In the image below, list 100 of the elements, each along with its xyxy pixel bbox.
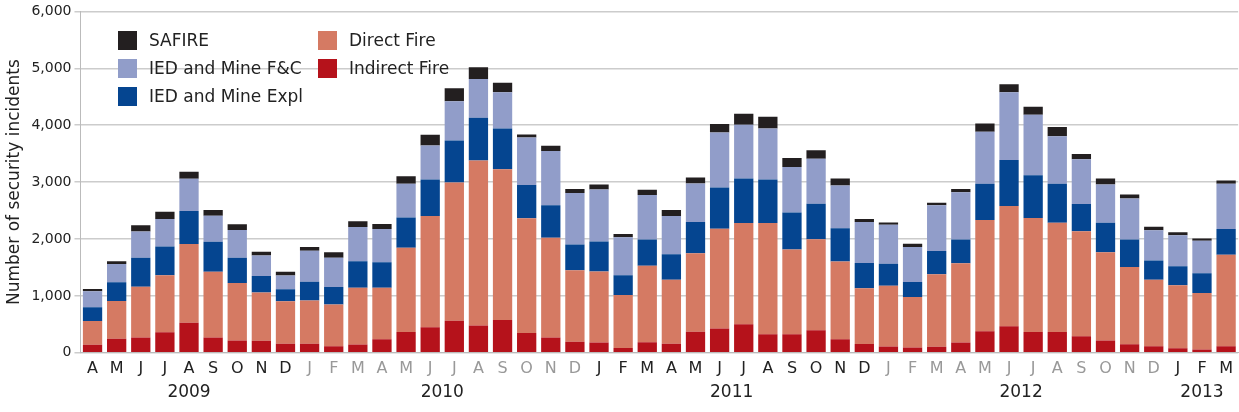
bar (82, 291, 103, 308)
bar (541, 237, 561, 338)
x-tick-label: O (1099, 357, 1112, 377)
bar (951, 192, 971, 240)
legend-label: SAFIRE (149, 30, 210, 50)
bar (492, 128, 513, 170)
x-tick-label: D (858, 357, 871, 377)
bar (927, 250, 947, 275)
bar (251, 275, 272, 293)
text: 2010 (420, 381, 464, 402)
bar (324, 257, 344, 288)
bar (854, 262, 874, 289)
bar (999, 159, 1019, 206)
bar (107, 301, 127, 339)
bar (999, 206, 1019, 327)
bar (830, 261, 850, 340)
bar (541, 337, 561, 353)
bar (420, 215, 440, 328)
bar (1192, 293, 1212, 350)
bar (854, 221, 874, 263)
bar (999, 84, 1019, 93)
x-tick-label: A (955, 357, 967, 377)
legend-label: IED and Mine F&C (149, 58, 302, 78)
text: 2009 (167, 381, 211, 402)
bar (1216, 183, 1236, 230)
bar (565, 341, 585, 353)
bar (806, 203, 826, 240)
x-tick-label: M (640, 357, 655, 377)
bar (492, 82, 513, 93)
x-tick-label: F (1197, 357, 1207, 377)
bar (155, 332, 175, 353)
bar (782, 334, 802, 353)
bar (131, 286, 151, 338)
x-tick-label: A (183, 357, 195, 377)
bar (1023, 332, 1043, 353)
bar (1023, 175, 1043, 218)
bar (902, 243, 923, 247)
bar (1216, 229, 1236, 255)
x-tick-label: F (907, 357, 918, 377)
bar (613, 295, 633, 348)
bar (854, 219, 874, 222)
bar (420, 134, 440, 146)
bar (372, 223, 392, 230)
x-tick-label: J (595, 357, 602, 377)
bar (565, 270, 585, 342)
bar (1216, 346, 1236, 353)
bar (1144, 230, 1164, 261)
x-tick-label: M (399, 357, 413, 377)
x-tick-label: J (716, 357, 722, 377)
x-tick-label: F (329, 357, 339, 377)
x-tick-label: J (1029, 357, 1036, 377)
bar (348, 344, 368, 353)
bar (131, 225, 151, 232)
bar (324, 346, 344, 353)
bar (758, 128, 778, 180)
bar (517, 332, 537, 353)
text: 2011 (710, 381, 754, 402)
bar (372, 262, 392, 288)
bar (468, 117, 489, 161)
bar (251, 255, 272, 276)
bar (782, 167, 802, 213)
bar (492, 320, 513, 353)
bar (179, 178, 199, 212)
x-tick-label: J (161, 357, 168, 377)
bar (468, 79, 489, 118)
bar (1168, 348, 1188, 353)
x-tick-label: M (978, 357, 992, 377)
bar (878, 346, 899, 353)
bar (1071, 231, 1092, 337)
y-axis-title: Number of security incidents (2, 59, 23, 306)
bar (878, 224, 899, 264)
bar (179, 244, 199, 323)
bar (758, 179, 778, 224)
bar (203, 337, 223, 353)
bar (541, 205, 561, 238)
bar (565, 192, 585, 245)
bar (396, 183, 416, 218)
x-tick-label: F (618, 357, 628, 377)
bar (685, 177, 706, 184)
bar (517, 137, 537, 185)
bar (975, 331, 995, 353)
bar (155, 211, 175, 220)
x-tick-label: M (929, 357, 944, 377)
bar (468, 67, 489, 80)
bar (396, 332, 416, 353)
bar (1095, 178, 1116, 185)
bar (372, 339, 392, 353)
x-tick-label: N (255, 357, 268, 377)
x-tick-label: S (208, 357, 219, 377)
y-tick-label: 5,000 (31, 58, 72, 75)
bar (1192, 273, 1212, 294)
bar (685, 253, 706, 332)
bar (878, 285, 899, 347)
bar (1047, 222, 1067, 333)
bar (927, 274, 947, 347)
x-tick-label: A (665, 357, 677, 377)
bar (420, 327, 440, 353)
bar (420, 179, 440, 216)
bar (179, 211, 199, 245)
bar (613, 237, 633, 276)
